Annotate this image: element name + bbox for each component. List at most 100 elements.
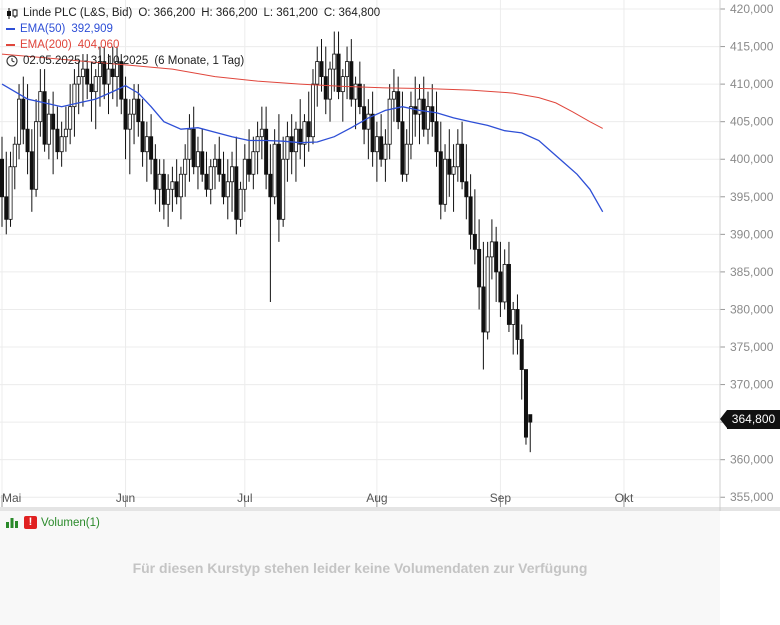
candle-body xyxy=(127,113,132,130)
candle xyxy=(259,106,264,160)
candle-body xyxy=(212,158,217,168)
candle xyxy=(161,159,166,220)
y-tick-label: 375,000 xyxy=(730,340,774,354)
candle-body xyxy=(46,113,51,145)
candle xyxy=(234,136,239,235)
candle xyxy=(289,114,294,175)
candle-body xyxy=(136,98,141,123)
candle-body xyxy=(293,128,298,153)
candle xyxy=(230,151,235,212)
candle xyxy=(59,121,64,167)
candle-body xyxy=(221,173,226,198)
candle-body xyxy=(85,68,90,85)
candle xyxy=(38,69,43,137)
candle xyxy=(268,144,273,302)
candle xyxy=(55,106,60,160)
candle xyxy=(519,324,524,400)
candle xyxy=(391,69,396,122)
candle-body xyxy=(242,158,247,190)
candle xyxy=(315,46,320,107)
candle-body xyxy=(366,113,371,130)
candle xyxy=(251,136,256,190)
date-range: 02.05.2025 - 31.10.2025 xyxy=(23,55,149,67)
ema200-legend[interactable]: EMA(200) 404,060 xyxy=(6,37,386,53)
candle-body xyxy=(42,91,47,145)
candle-body xyxy=(195,151,200,168)
candle xyxy=(523,369,528,445)
candle xyxy=(485,241,490,340)
candle-body xyxy=(225,181,230,198)
candle-body xyxy=(379,136,384,160)
candle-body xyxy=(430,106,435,123)
candle-body xyxy=(153,158,158,190)
y-tick-label: 360,000 xyxy=(730,453,774,467)
candle-body xyxy=(276,143,281,220)
candle-body xyxy=(264,128,269,175)
bar-chart-icon xyxy=(6,518,18,528)
range-row[interactable]: 02.05.2025 - 31.10.2025 (6 Monate, 1 Tag… xyxy=(6,53,386,69)
candle-body xyxy=(115,61,120,78)
candle xyxy=(149,114,154,175)
candle xyxy=(357,61,362,115)
candle xyxy=(489,219,494,280)
candle xyxy=(153,144,158,205)
candle-body xyxy=(38,91,43,123)
candle-body xyxy=(178,173,183,198)
candle-body xyxy=(443,158,448,205)
candle-body xyxy=(472,233,477,250)
price-chart[interactable]: 355,000360,000365,000370,000375,000380,0… xyxy=(0,0,780,511)
candle xyxy=(498,241,503,317)
candle xyxy=(191,106,196,175)
candle xyxy=(178,166,183,220)
candle-body xyxy=(119,61,124,100)
candle-body xyxy=(89,83,94,93)
volume-header[interactable]: ! Volumen(1) xyxy=(6,516,100,529)
candle-body xyxy=(357,83,362,108)
candlestick-series xyxy=(0,31,533,453)
candle-body xyxy=(362,106,367,130)
ema50-legend[interactable]: EMA(50) 392,909 xyxy=(6,21,386,37)
candle-body xyxy=(149,136,154,160)
candle xyxy=(166,174,171,227)
candle xyxy=(204,151,209,197)
candle-body xyxy=(204,173,209,190)
y-tick-label: 370,000 xyxy=(730,378,774,392)
candle-body xyxy=(170,181,175,190)
candle-body xyxy=(102,61,107,85)
candle-body xyxy=(396,91,401,123)
candle xyxy=(144,121,149,182)
candle-body xyxy=(400,121,405,175)
high-value: H: 366,200 xyxy=(201,7,258,19)
candle-body xyxy=(387,98,392,145)
candle xyxy=(110,46,115,100)
candle xyxy=(46,99,51,160)
candle-body xyxy=(336,53,341,93)
candle xyxy=(319,39,324,92)
candle-body xyxy=(328,68,333,100)
open-value: O: 366,200 xyxy=(138,7,196,19)
ema200-value: 404,060 xyxy=(77,39,120,51)
candle-body xyxy=(460,143,465,183)
candle xyxy=(208,159,213,205)
candle-body xyxy=(4,196,9,220)
volume-axis-area xyxy=(721,511,780,625)
y-tick-label: 400,000 xyxy=(730,152,774,166)
candle-body xyxy=(353,83,358,100)
candle xyxy=(310,69,315,145)
candle-body xyxy=(332,53,337,70)
candle xyxy=(0,136,4,227)
y-tick-label: 415,000 xyxy=(730,40,774,54)
candle-body xyxy=(481,286,486,333)
candle-body xyxy=(76,76,81,85)
candle-body xyxy=(259,128,264,138)
candle xyxy=(528,414,533,453)
candle-body xyxy=(208,166,213,190)
candle xyxy=(72,69,77,137)
candle xyxy=(511,301,516,355)
candle-body xyxy=(323,76,328,100)
candle-body xyxy=(519,339,524,370)
candle-body xyxy=(528,414,533,423)
candle xyxy=(183,144,188,197)
candle-body xyxy=(51,113,56,130)
candle-body xyxy=(217,158,222,175)
